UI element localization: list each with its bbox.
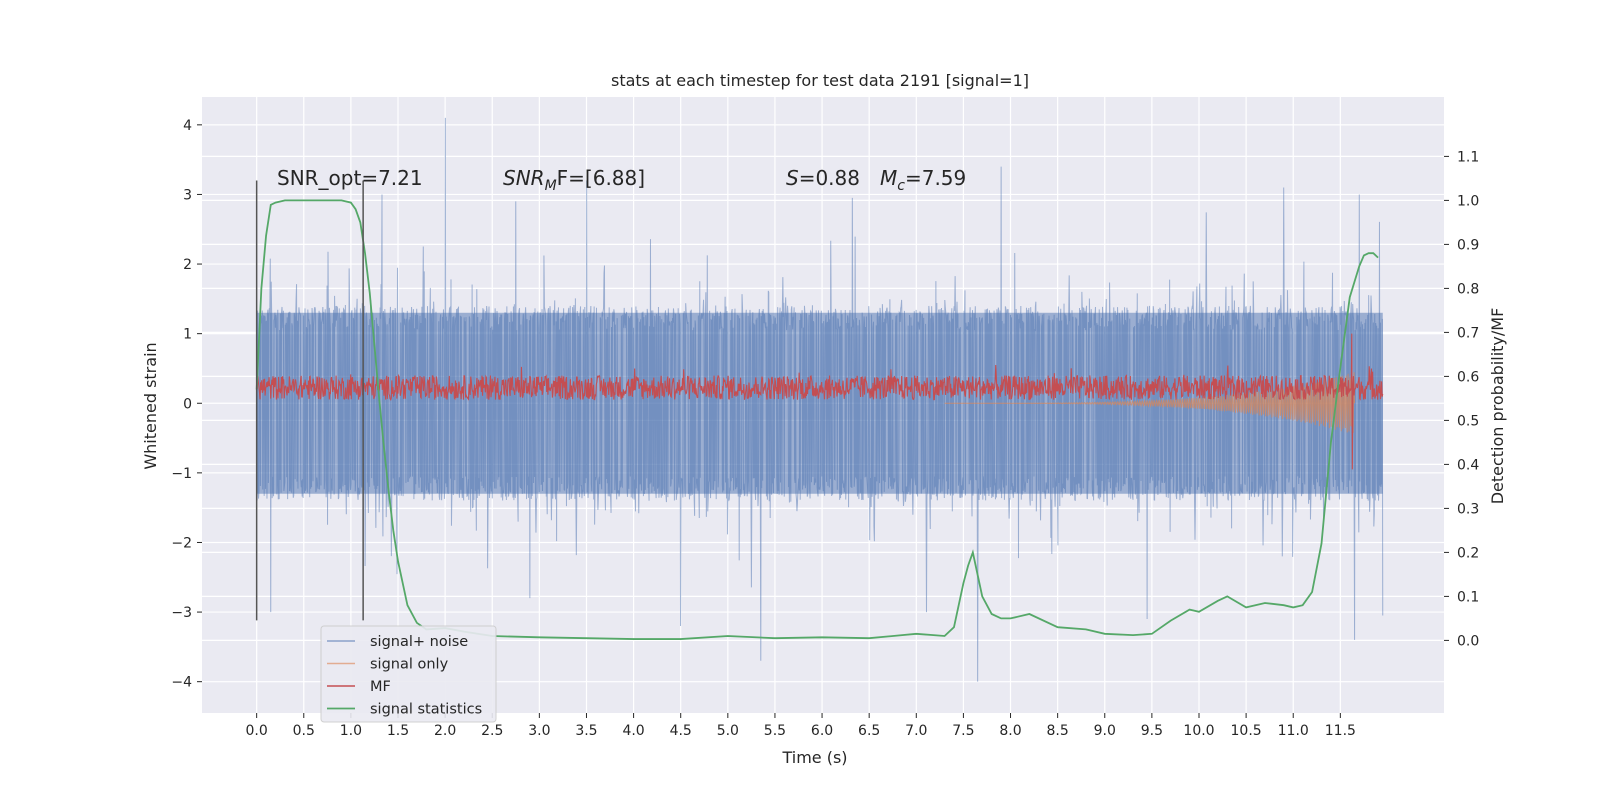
y2-tick-label: 1.1	[1457, 149, 1479, 165]
x-tick-label: 2.0	[434, 723, 456, 739]
x-tick-label: 0.0	[246, 723, 268, 739]
x-tick-label: 8.5	[1047, 723, 1069, 739]
x-tick-label: 9.0	[1094, 723, 1116, 739]
y2-tick-label: 0.9	[1457, 237, 1479, 253]
y-tick-label: 2	[183, 257, 192, 273]
annotation-s-rest: =0.88	[799, 166, 860, 190]
x-tick-label: 8.0	[999, 723, 1021, 739]
y-tick-label: 3	[183, 187, 192, 203]
x-tick-label: 6.5	[858, 723, 880, 739]
y-tick-label: 4	[183, 118, 192, 134]
signal-only-line	[944, 372, 1355, 433]
legend-label: signal statistics	[370, 702, 482, 718]
y2-tick-label: 1.0	[1457, 193, 1479, 209]
annotation-s-label: S	[786, 166, 799, 190]
annotation-snr-mf-label: SNR	[503, 166, 545, 190]
legend-box	[320, 625, 497, 723]
y2-axis-label: Detection probability/MF	[1488, 308, 1507, 505]
x-tick-label: 10.0	[1183, 723, 1214, 739]
x-tick-label: 3.0	[528, 723, 550, 739]
mf-line	[256, 333, 1384, 470]
ticks: 0.0 0.5 1.0 1.5 2.0 2.5 3.0 3.5 4.0 4.5 5.0 5.5 6.0 6…	[171, 118, 1479, 739]
x-tick-label: 1.0	[340, 723, 362, 739]
signal-noise-line	[256, 117, 1384, 682]
y2-tick-label: 0.0	[1457, 633, 1479, 649]
y2-tick-label: 0.8	[1457, 281, 1479, 297]
y-tick-label: −4	[171, 675, 192, 691]
annotation-s: S=0.88	[786, 166, 860, 190]
y-tick-label: −2	[171, 535, 192, 551]
annotation-mc-rest: =7.59	[905, 166, 966, 190]
annotation-snr-mf: SNRMF=[6.88]	[503, 166, 645, 194]
chart-title: stats at each timestep for test data 219…	[611, 71, 1029, 90]
x-tick-label: 11.0	[1278, 723, 1309, 739]
x-tick-label: 1.5	[387, 723, 409, 739]
y-tick-label: −1	[171, 466, 192, 482]
legend: signal+ noise signal only MF signal statist…	[320, 625, 497, 723]
annotation-mc: Mc=7.59	[880, 166, 966, 194]
y2-tick-label: 0.5	[1457, 413, 1479, 429]
x-tick-label: 6.0	[811, 723, 833, 739]
x-tick-label: 9.5	[1141, 723, 1163, 739]
x-tick-label: 3.5	[575, 723, 597, 739]
annotation-snr-mf-sub: M	[545, 178, 557, 194]
y-tick-label: 1	[183, 327, 192, 343]
annotation-mc-label: M	[880, 166, 897, 190]
y2-tick-label: 0.7	[1457, 325, 1479, 341]
legend-label: MF	[370, 679, 391, 695]
x-tick-label: 2.5	[481, 723, 503, 739]
x-tick-label: 5.0	[717, 723, 739, 739]
x-axis-label: Time (s)	[781, 748, 847, 767]
annotation-snr-opt: SNR_opt=7.21	[277, 166, 423, 190]
y2-tick-label: 0.6	[1457, 369, 1479, 385]
y2-tick-label: 0.3	[1457, 501, 1479, 517]
legend-label: signal only	[370, 657, 449, 673]
annotation-mc-sub: c	[897, 178, 905, 194]
annotation-snr-mf-rest: F=[6.88]	[557, 166, 645, 190]
data-layer	[255, 117, 1384, 682]
y-axis-label: Whitened strain	[141, 342, 160, 469]
x-tick-label: 11.5	[1325, 723, 1356, 739]
x-tick-label: 4.5	[670, 723, 692, 739]
x-tick-label: 0.5	[293, 723, 315, 739]
legend-label: signal+ noise	[370, 634, 468, 650]
y2-tick-label: 0.4	[1457, 457, 1479, 473]
x-tick-label: 10.5	[1231, 723, 1262, 739]
x-tick-label: 5.5	[764, 723, 786, 739]
y2-tick-label: 0.1	[1457, 589, 1479, 605]
y2-tick-label: 0.2	[1457, 545, 1479, 561]
x-tick-label: 4.0	[622, 723, 644, 739]
x-tick-label: 7.0	[905, 723, 927, 739]
x-tick-label: 7.5	[952, 723, 974, 739]
y-tick-label: 0	[183, 396, 192, 412]
y-tick-label: −3	[171, 605, 192, 621]
